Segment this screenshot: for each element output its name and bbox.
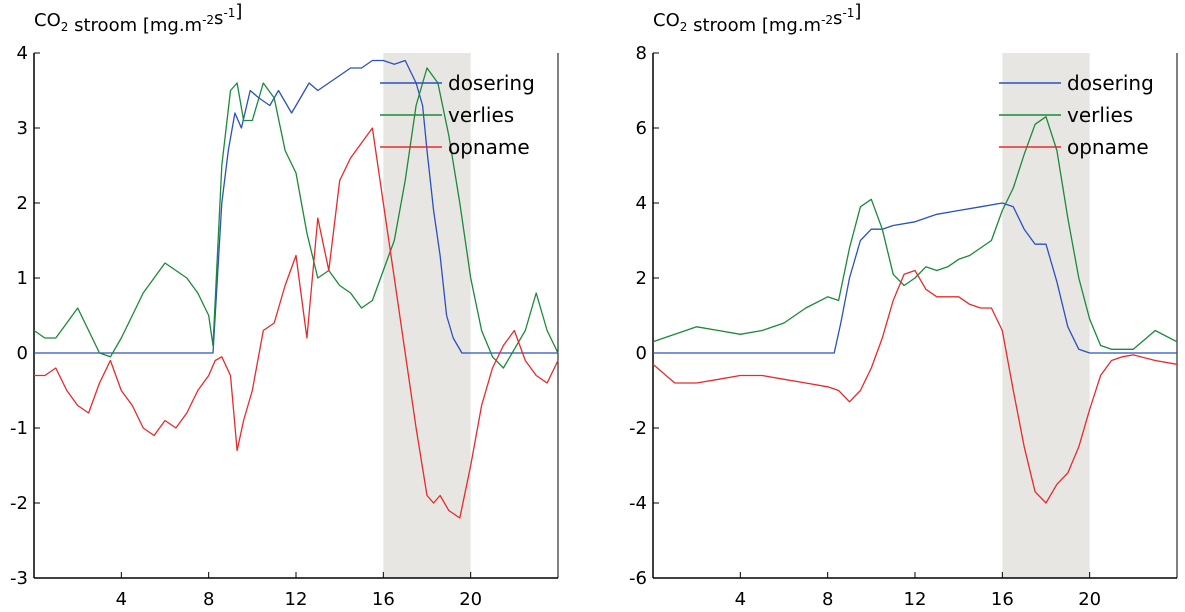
legend-label-verlies: verlies bbox=[448, 103, 514, 127]
chart-title: CO2 stroom [mg.m-2s-1] bbox=[653, 1, 861, 36]
x-tick-label: 4 bbox=[116, 589, 127, 610]
series-line-dosering bbox=[653, 202, 1177, 354]
series-line-opname bbox=[652, 269, 1178, 504]
series-line-verlies bbox=[652, 116, 1178, 350]
chart-title: CO2 stroom [mg.m-2s-1] bbox=[34, 1, 242, 36]
x-tick-label: 8 bbox=[203, 589, 214, 610]
series-line-dosering bbox=[34, 59, 558, 354]
y-tick-label: 0 bbox=[17, 343, 28, 364]
legend-label-opname: opname bbox=[1067, 135, 1149, 159]
series-line-opname bbox=[34, 127, 559, 519]
y-tick-label: 2 bbox=[636, 268, 647, 289]
y-tick-label: 3 bbox=[17, 118, 28, 139]
chart-left: CO2 stroom [mg.m-2s-1] -3 -2 -1 0 1 2 3 4 4 8 12 16 2… bbox=[0, 0, 592, 612]
shaded-region bbox=[1002, 53, 1090, 578]
x-tick-label: 16 bbox=[991, 589, 1014, 610]
y-tick-label: -2 bbox=[629, 418, 647, 439]
x-tick-label: 8 bbox=[822, 589, 833, 610]
x-tick-label: 20 bbox=[1078, 589, 1101, 610]
y-tick-label: -4 bbox=[629, 493, 647, 514]
y-tick-label: 2 bbox=[17, 193, 28, 214]
y-tick-label: -2 bbox=[10, 493, 28, 514]
y-tick-label: -1 bbox=[10, 418, 28, 439]
legend-label-dosering: dosering bbox=[448, 71, 535, 95]
x-tick-label: 12 bbox=[904, 589, 927, 610]
x-tick-label: 16 bbox=[372, 589, 395, 610]
chart-right-svg: CO2 stroom [mg.m-2s-1] -6 -4 -2 0 2 4 6 8 4 8 12 16 2… bbox=[629, 1, 1178, 610]
chart-right: CO2 stroom [mg.m-2s-1] -6 -4 -2 0 2 4 6 8 4 8 12 16 2… bbox=[592, 0, 1185, 612]
legend-label-dosering: dosering bbox=[1067, 71, 1154, 95]
shaded-region bbox=[383, 53, 471, 578]
y-tick-label: 6 bbox=[636, 118, 647, 139]
x-tick-label: 20 bbox=[459, 589, 482, 610]
x-tick-label: 12 bbox=[285, 589, 308, 610]
y-tick-label: 4 bbox=[636, 193, 647, 214]
y-tick-label: 8 bbox=[636, 43, 647, 64]
y-tick-label: -3 bbox=[10, 568, 28, 589]
y-tick-label: 0 bbox=[636, 343, 647, 364]
y-tick-label: -6 bbox=[629, 568, 647, 589]
series-line-verlies bbox=[33, 67, 559, 369]
y-tick-label: 1 bbox=[17, 268, 28, 289]
legend-label-opname: opname bbox=[448, 135, 530, 159]
x-tick-label: 4 bbox=[735, 589, 746, 610]
legend-label-verlies: verlies bbox=[1067, 103, 1133, 127]
y-tick-label: 4 bbox=[17, 43, 28, 64]
